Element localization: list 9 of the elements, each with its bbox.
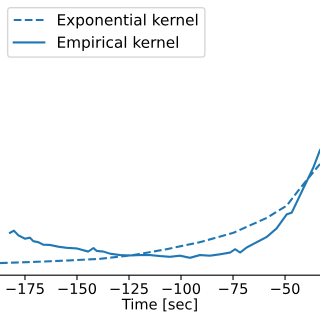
x-tick-label: −125 <box>110 283 148 294</box>
x-tick-label: −50 <box>271 283 300 294</box>
x-axis-title: Time [sec] <box>122 298 197 312</box>
x-tick-label: −150 <box>58 283 96 294</box>
x-tick-label: −75 <box>219 283 248 294</box>
x-tick-label: −175 <box>6 283 44 294</box>
x-tick-label: −100 <box>162 283 200 294</box>
legend-label: Exponential kernel <box>58 14 198 29</box>
legend-label: Empirical kernel <box>58 36 178 51</box>
